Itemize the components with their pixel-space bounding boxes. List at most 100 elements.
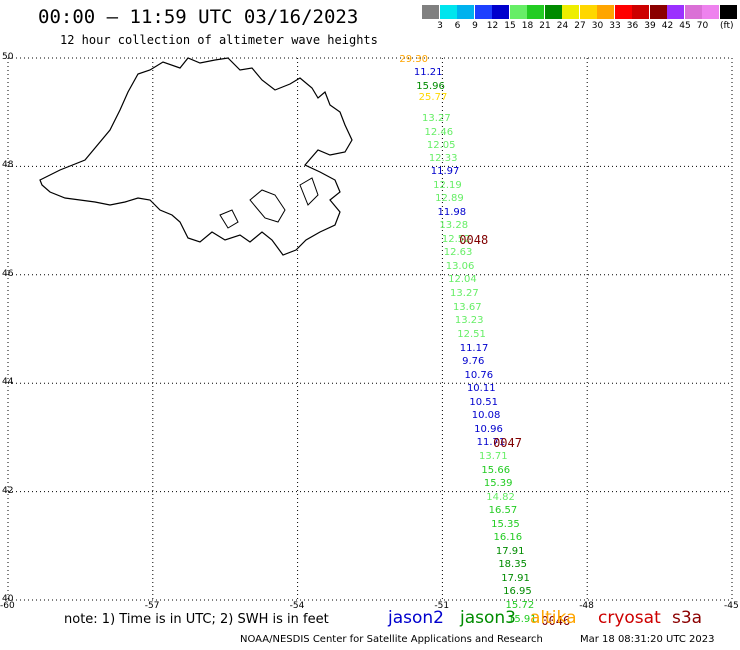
legend-tick-label: 39 [644, 21, 656, 31]
legend-tick-label: 70 [696, 21, 709, 31]
wave-height-point: 12.19 [433, 179, 462, 191]
legend-tick-label: 6 [454, 21, 461, 31]
legend-tick-label: 12 [486, 21, 499, 31]
legend-tick-label: 33 [609, 21, 621, 31]
credit-text: NOAA/NESDIS Center for Satellite Applica… [240, 634, 543, 645]
wave-height-point: 15.35 [491, 518, 520, 530]
pass-time-annotation: 0047 [493, 436, 522, 451]
satellite-label: jason2 [388, 608, 444, 628]
pass-time-annotation: 0048 [459, 233, 489, 248]
x-tick-label: -57 [144, 601, 160, 611]
wave-height-point: 12.51 [457, 329, 486, 341]
wave-height-point: 15.72 [505, 600, 535, 612]
wave-height-point: 17.91 [495, 545, 525, 557]
legend-swatch [474, 5, 492, 19]
wave-height-point: 15.91 [507, 613, 537, 625]
wave-height-point: 12.46 [424, 126, 454, 138]
legend-swatch [422, 5, 439, 19]
wave-height-point: 11.21 [413, 67, 443, 79]
x-tick-label: -51 [434, 601, 450, 611]
legend-swatch [597, 5, 614, 19]
wave-height-point: 16.57 [488, 505, 518, 517]
y-tick-label: 40 [2, 594, 14, 604]
wave-height-point: 25.77 [418, 91, 448, 103]
legend-tick-label: 9 [472, 21, 478, 31]
wave-height-point: 13.71 [479, 450, 508, 462]
y-tick-label: 42 [2, 485, 14, 496]
timestamp-text: Mar 18 08:31:20 UTC 2023 [580, 634, 715, 645]
legend-tick-label: 15 [504, 21, 516, 31]
satellite-label: altika [530, 608, 577, 628]
legend-tick-label: 18 [521, 21, 534, 31]
y-tick-label: 50 [2, 52, 14, 62]
legend-swatch [544, 5, 562, 19]
legend-swatch [562, 5, 579, 19]
wave-height-point: 10.11 [466, 383, 496, 395]
wave-height-point: 10.08 [471, 410, 501, 422]
legend-tick-label: 24 [556, 21, 569, 31]
wave-height-point: 12.33 [428, 152, 458, 164]
legend-swatch [649, 5, 667, 19]
wave-height-point: 12.04 [448, 274, 477, 286]
legend-tick-label: 30 [591, 21, 604, 31]
legend-swatch [632, 5, 649, 19]
wave-height-point: 16.95 [503, 586, 532, 598]
satellite-label: s3a [672, 608, 703, 628]
satellite-label: cryosat [598, 608, 661, 628]
wave-height-point: 13.27 [422, 113, 451, 125]
legend-swatch [457, 5, 474, 19]
wave-height-point: 16.16 [493, 532, 523, 544]
y-tick-label: 48 [2, 160, 14, 171]
wave-height-point: 11.17 [459, 342, 489, 354]
legend-tick-label: 27 [574, 21, 586, 31]
legend-swatch [614, 5, 632, 19]
wave-height-point: 10.76 [464, 369, 494, 381]
wave-height-point: 17.91 [501, 572, 530, 584]
wave-height-point: 13.06 [445, 261, 475, 273]
legend-tick-label: 45 [679, 21, 691, 31]
y-tick-label: 46 [2, 268, 14, 279]
legend-swatch [527, 5, 544, 19]
legend-tick-label: 42 [661, 21, 674, 31]
wave-height-point: 11.71 [476, 437, 506, 449]
x-tick-label: -48 [579, 601, 594, 611]
wave-height-point: 9.76 [462, 356, 485, 368]
wave-height-point: 10.51 [469, 396, 498, 408]
wave-height-point: 13.27 [450, 288, 479, 300]
wave-height-point: 18.35 [498, 559, 527, 571]
satellite-label: jason3 [460, 608, 516, 628]
wave-height-point: 13.67 [452, 301, 482, 313]
legend-swatch [702, 5, 719, 19]
wave-height-point: 15.96 [416, 80, 445, 92]
legend-unit-label: (ft) [720, 21, 734, 31]
legend-swatch [439, 5, 457, 19]
coastline-newfoundland [39, 57, 353, 256]
coastline-islands [219, 177, 319, 229]
x-tick-label: -60 [0, 601, 15, 611]
chart-title: 00:00 – 11:59 UTC 03/16/2023 [38, 6, 359, 28]
wave-height-point: 11.97 [430, 166, 460, 178]
wave-height-point: 10.96 [474, 423, 503, 435]
legend-swatch [667, 5, 684, 19]
legend-swatch [684, 5, 702, 19]
footer-note: note: 1) Time is in UTC; 2) SWH is in fe… [64, 612, 329, 627]
x-tick-label: -45 [724, 601, 739, 611]
legend-tick-label: 36 [626, 21, 639, 31]
wave-height-point: 13.28 [439, 220, 469, 232]
legend-swatch [509, 5, 527, 19]
y-tick-label: 44 [2, 377, 14, 388]
legend-tick-label: 3 [437, 21, 443, 31]
legend-tick-label: 21 [539, 21, 551, 31]
wave-height-point: 13.23 [454, 315, 484, 327]
pass-time-annotation: 0046 [541, 613, 571, 628]
chart-subtitle: 12 hour collection of altimeter wave hei… [60, 33, 378, 47]
wave-height-point: 12.63 [443, 247, 473, 259]
wave-height-point: 15.66 [481, 464, 511, 476]
legend-swatch [579, 5, 597, 19]
wave-height-point: 12.89 [435, 193, 464, 204]
x-tick-label: -54 [289, 601, 305, 611]
wave-height-point: 14.82 [486, 491, 515, 503]
wave-height-point: 15.39 [483, 478, 513, 490]
legend-swatch [492, 5, 509, 19]
